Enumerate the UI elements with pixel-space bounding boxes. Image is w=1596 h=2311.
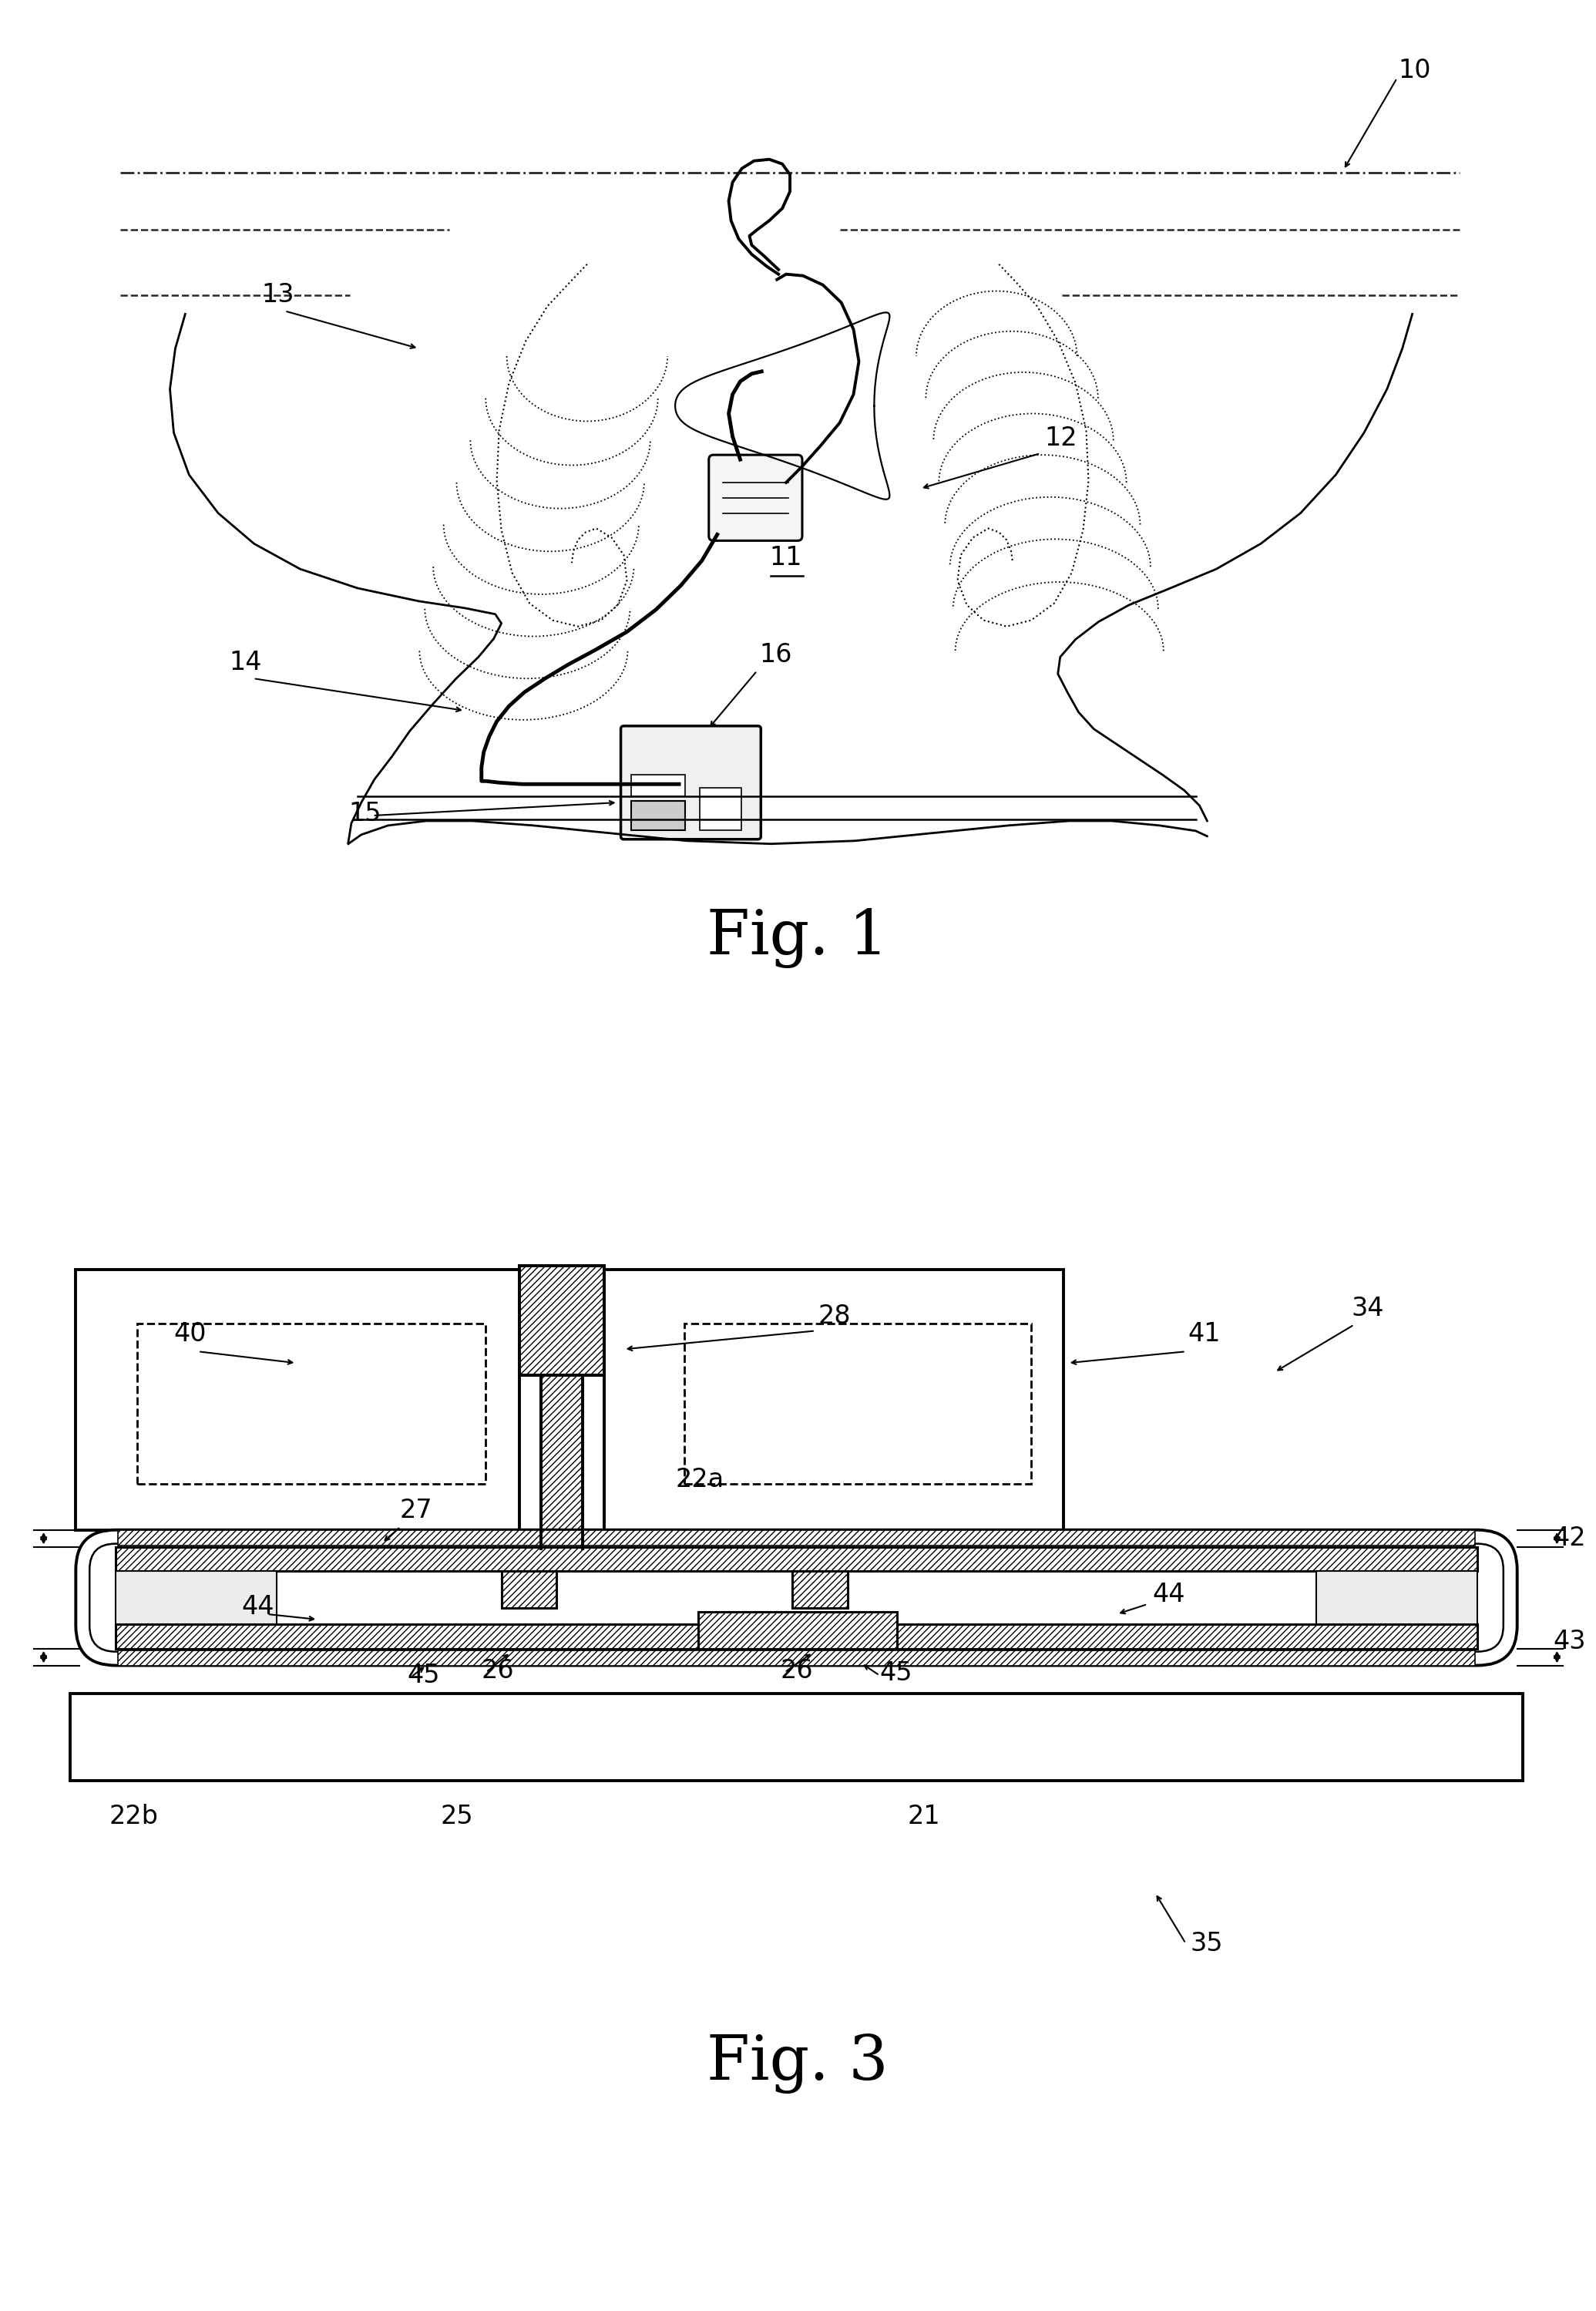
Text: 26: 26 — [482, 1659, 514, 1685]
Text: 25: 25 — [440, 1805, 472, 1830]
Text: 42: 42 — [1553, 1525, 1586, 1551]
Text: 12: 12 — [1045, 425, 1077, 451]
Bar — [118, 1530, 1475, 1546]
Bar — [118, 1650, 1475, 1666]
Bar — [115, 1546, 1478, 1571]
Bar — [697, 1611, 897, 1648]
Text: Fig. 1: Fig. 1 — [707, 908, 889, 968]
FancyBboxPatch shape — [75, 1530, 1518, 1666]
Text: 40: 40 — [174, 1322, 206, 1347]
Bar — [685, 1324, 1031, 1484]
FancyBboxPatch shape — [709, 455, 803, 541]
Text: 14: 14 — [228, 649, 262, 675]
Text: 41: 41 — [1187, 1322, 1221, 1347]
FancyBboxPatch shape — [89, 1544, 1503, 1652]
Text: 10: 10 — [1398, 58, 1432, 83]
Bar — [699, 788, 742, 830]
Bar — [632, 774, 685, 797]
Bar — [137, 1324, 485, 1484]
Text: 35: 35 — [1191, 1932, 1223, 1957]
Bar — [1317, 1571, 1478, 1625]
Bar — [603, 1269, 1063, 1530]
Text: 13: 13 — [262, 282, 295, 307]
Bar — [75, 1269, 520, 1530]
Text: 45: 45 — [407, 1664, 440, 1689]
Bar — [792, 1571, 847, 1608]
Text: 34: 34 — [1352, 1296, 1384, 1322]
Bar — [520, 1266, 603, 1375]
Text: 22b: 22b — [109, 1805, 158, 1830]
Text: 27: 27 — [399, 1498, 433, 1523]
Bar — [115, 1625, 1478, 1648]
FancyBboxPatch shape — [621, 726, 761, 839]
Bar — [115, 1571, 276, 1625]
Text: 26: 26 — [780, 1659, 812, 1685]
Bar — [501, 1571, 557, 1608]
Bar — [632, 802, 685, 830]
Text: 11: 11 — [769, 545, 803, 571]
Bar — [70, 1694, 1523, 1779]
Text: 43: 43 — [1553, 1629, 1586, 1655]
Text: 28: 28 — [819, 1303, 851, 1329]
Text: 44: 44 — [241, 1595, 275, 1620]
Text: 22a: 22a — [675, 1467, 725, 1493]
Text: 44: 44 — [1152, 1581, 1184, 1606]
Text: 21: 21 — [907, 1805, 940, 1830]
Text: 16: 16 — [760, 642, 792, 668]
Text: 15: 15 — [348, 802, 381, 827]
Text: 45: 45 — [879, 1662, 913, 1687]
Bar — [541, 1375, 583, 1548]
Text: Fig. 3: Fig. 3 — [707, 2034, 889, 2094]
